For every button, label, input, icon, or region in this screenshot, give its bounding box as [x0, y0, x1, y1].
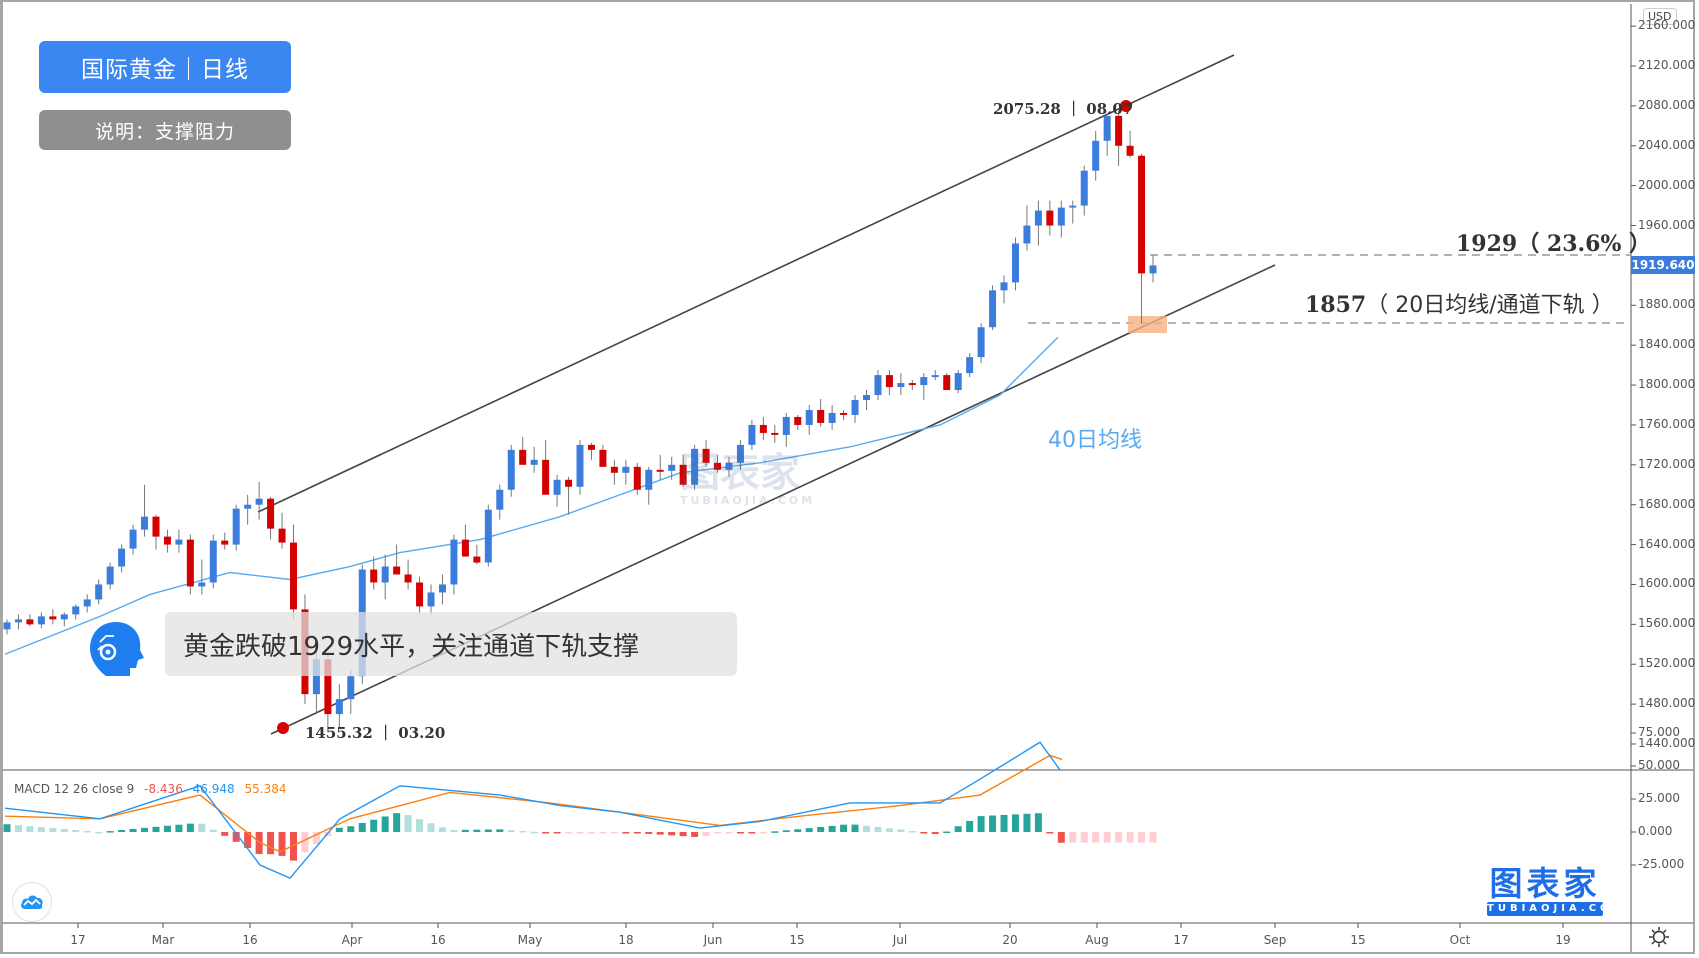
macd-signal-value: 55.384	[244, 782, 287, 796]
time-tick-label: 19	[1555, 933, 1571, 947]
cloud-chart-icon	[21, 895, 43, 909]
time-tick-label: Jul	[892, 933, 908, 947]
price-tick-label: 2040.000	[1638, 137, 1696, 152]
current-price-tag: 1919.640	[1631, 256, 1695, 274]
time-tick-label: Mar	[151, 933, 175, 947]
macd-legend-title: MACD 12 26 close 9	[14, 782, 135, 796]
time-tick-label: 18	[618, 933, 634, 947]
price-tick-label: 2160.000	[1638, 18, 1696, 33]
price-tick-label: 1520.000	[1638, 656, 1696, 671]
brand-logo: 图表家 TUBIAOJIA.COM	[1487, 864, 1627, 916]
price-tick-label: 1560.000	[1638, 616, 1696, 631]
low-price-label: 1455.32 ｜ 03.20	[305, 724, 446, 742]
macd-line-value: 46.948	[192, 782, 235, 796]
macd-tick-label: -25.000	[1638, 857, 1685, 871]
time-tick-label: Oct	[1449, 933, 1471, 947]
macd-legend[interactable]: MACD 12 26 close 9 -8.436 46.948 55.384	[14, 782, 292, 796]
time-tick-label: Aug	[1085, 933, 1109, 947]
price-tick-label: 1840.000	[1638, 337, 1696, 352]
level-1929-number: 1929	[1456, 231, 1518, 257]
brand-logo-sub: TUBIAOJIA.COM	[1487, 902, 1627, 916]
channel-upper-line[interactable]	[257, 54, 1235, 513]
price-tick-label: 1720.000	[1638, 456, 1696, 471]
macd-pane	[3, 741, 1157, 880]
chart-note-badge: 说明：支撑阻力	[39, 110, 291, 150]
price-tick-label: 1640.000	[1638, 536, 1696, 551]
price-tick-label: 1960.000	[1638, 217, 1696, 232]
level-1929-label: 1929（ 23.6% ）	[1456, 226, 1651, 258]
price-tick-label: 1480.000	[1638, 696, 1696, 711]
macd-tick-label: 25.000	[1638, 791, 1680, 805]
time-tick-label: 16	[242, 933, 258, 947]
price-tick-label: 1880.000	[1638, 297, 1696, 312]
watermark: 图表家 TUBIAOJIA.COM	[680, 450, 816, 507]
level-1857-label: 1857（ 20日均线/通道下轨 ）	[1305, 287, 1614, 319]
price-tick-label: 2120.000	[1638, 58, 1696, 72]
macd-tick-label: 75.000	[1638, 725, 1680, 739]
price-tick-label: 1680.000	[1638, 496, 1696, 511]
time-tick-label: 20	[1002, 933, 1018, 947]
ma40-line[interactable]	[4, 336, 1059, 655]
brand-logo-text: 图表家	[1489, 864, 1601, 903]
level-1929-percent: （ 23.6% ）	[1517, 231, 1652, 257]
analysis-callout: 黄金跌破1929水平，关注通道下轨支撑	[165, 612, 737, 676]
settings-gear-icon[interactable]	[1648, 926, 1670, 948]
time-tick-label: 15	[789, 933, 805, 947]
price-tick-label: 2000.000	[1638, 177, 1696, 192]
price-tick-label: 1440.000	[1638, 736, 1696, 750]
ma40-label: 40日均线	[1048, 428, 1142, 453]
macd-signal-line	[4, 754, 1063, 853]
level-1857-desc: （ 20日均线/通道下轨 ）	[1366, 293, 1614, 318]
time-tick-label: Apr	[341, 933, 363, 947]
tradingview-logo-button[interactable]	[12, 882, 52, 922]
macd-line	[4, 741, 1061, 880]
time-tick-label: 17	[1173, 933, 1189, 947]
chart-title-badge: 国际黄金｜日线	[39, 41, 291, 93]
macd-hist-value: -8.436	[144, 782, 183, 796]
low-point-marker[interactable]	[277, 722, 289, 734]
price-tick-label: 1760.000	[1638, 416, 1696, 431]
time-tick-label: May	[517, 933, 543, 947]
macd-tick-label: 50.000	[1638, 758, 1680, 772]
time-tick-label: Sep	[1263, 933, 1287, 947]
macd-tick-label: 0.000	[1638, 824, 1673, 838]
currency-button[interactable]: USD	[1643, 8, 1677, 25]
time-tick-label: 16	[430, 933, 446, 947]
support-zone-highlight	[1128, 316, 1167, 333]
level-1857-number: 1857	[1305, 292, 1367, 318]
price-tick-label: 1600.000	[1638, 576, 1696, 591]
price-tick-label: 1800.000	[1638, 377, 1696, 392]
time-tick-label: 17	[70, 933, 86, 947]
time-axis-ticks	[77, 923, 1564, 928]
price-axis-ticks	[1631, 25, 1636, 866]
candlestick-series	[3, 110, 1157, 733]
high-point-marker[interactable]	[1120, 100, 1132, 112]
price-tick-label: 2080.000	[1638, 97, 1696, 112]
high-price-label: 2075.28 ｜ 08.07	[993, 100, 1134, 118]
robot-head-icon	[90, 622, 144, 676]
time-tick-label: Jun	[703, 933, 723, 947]
time-tick-label: 15	[1350, 933, 1366, 947]
